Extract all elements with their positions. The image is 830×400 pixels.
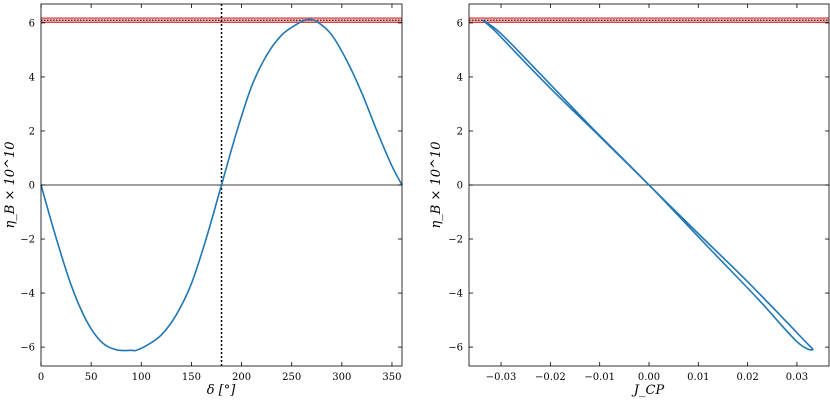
left-ytick-label: −4	[20, 289, 35, 300]
left-ytick-label: 4	[29, 72, 35, 83]
left-ytick-label: −2	[20, 235, 35, 246]
right-ylabel: η_B × 10^10	[429, 142, 444, 229]
right-ytick-label: −2	[448, 235, 463, 246]
left-xtick-label: 0	[38, 372, 44, 383]
right-xtick-label: 0.02	[736, 372, 758, 383]
right-panel: J_CP η_B × 10^10 −0.03 −0.02 −0.01 0.00 0.01…	[429, 3, 830, 398]
left-ytick-label: 2	[29, 126, 35, 137]
left-ytick-label: 0	[29, 181, 35, 192]
left-xtick-label: 200	[232, 372, 251, 383]
right-ytick-label: −6	[448, 343, 463, 354]
left-panel: δ [°] η_B × 10^10 0 50 100 150 200 250 300 350 −…	[3, 3, 403, 398]
left-xtick-label: 100	[132, 372, 151, 383]
right-xtick-label: −0.02	[535, 372, 566, 383]
right-xtick-label: 0.01	[687, 372, 709, 383]
left-xtick-label: 300	[332, 372, 351, 383]
right-ytick-label: −4	[448, 289, 463, 300]
right-xtick-label: 0.03	[786, 372, 808, 383]
left-ytick-label: −6	[20, 343, 35, 354]
right-ytick-label: 0	[457, 181, 463, 192]
left-xtick-label: 250	[282, 372, 301, 383]
right-xlabel: J_CP	[631, 383, 665, 398]
left-xtick-label: 150	[182, 372, 201, 383]
left-ytick-label: 6	[29, 18, 35, 29]
right-xtick-label: −0.03	[486, 372, 517, 383]
left-ylabel: η_B × 10^10	[3, 142, 18, 229]
right-xtick-label: −0.01	[584, 372, 615, 383]
right-ytick-label: 6	[457, 18, 463, 29]
left-xtick-label: 50	[85, 372, 98, 383]
right-series-line-0	[482, 19, 814, 351]
right-ytick-label: 2	[457, 126, 463, 137]
left-xlabel: δ [°]	[207, 383, 237, 398]
right-ytick-label: 4	[457, 72, 463, 83]
left-xtick-label: 350	[382, 372, 401, 383]
right-xtick-label: 0.00	[638, 372, 660, 383]
left-series-line-0	[40, 18, 403, 352]
